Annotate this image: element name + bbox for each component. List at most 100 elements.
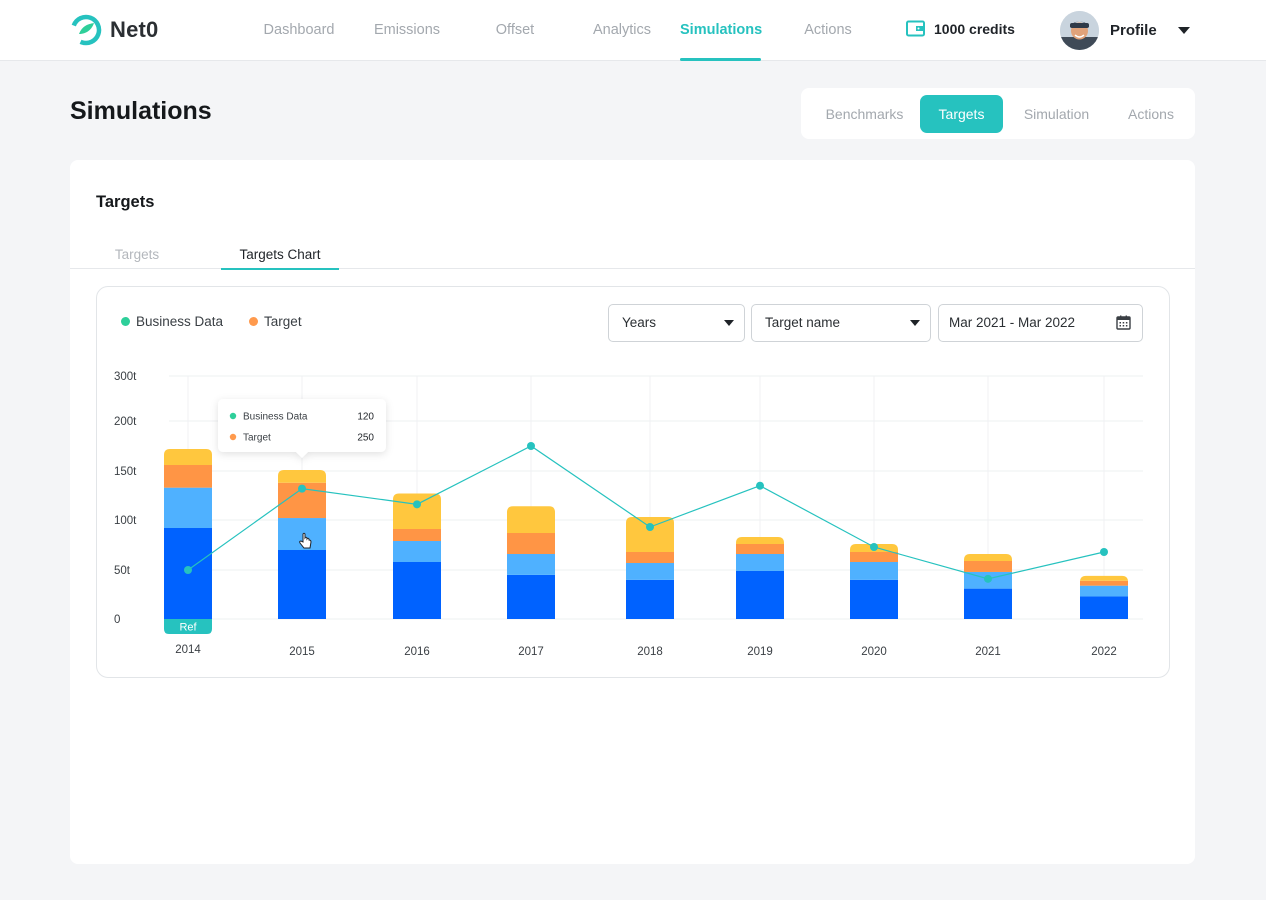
subtab-targets[interactable]: Targets	[114, 247, 160, 262]
line-point-2014[interactable]	[184, 566, 192, 574]
chart-legend: Business Data Target	[121, 314, 302, 329]
legend-dot-target	[249, 317, 259, 326]
line-point-2018[interactable]	[646, 523, 654, 531]
line-point-2016[interactable]	[413, 500, 421, 509]
date-range-picker[interactable]: Mar 2021 - Mar 2022	[938, 304, 1143, 342]
hand-cursor-icon	[299, 532, 312, 549]
tab-simulation[interactable]: Simulation	[1023, 105, 1090, 122]
period-select[interactable]: Years	[608, 304, 745, 342]
tooltip-dot	[229, 433, 237, 441]
bar-2019-segment-3[interactable]	[736, 544, 784, 554]
y-tick-label: 150t	[114, 466, 137, 478]
bar-2018-segment-3[interactable]	[626, 552, 674, 563]
period-select-value: Years	[622, 315, 657, 330]
y-tick-label: 300t	[114, 371, 137, 383]
bar-2018-segment-4[interactable]	[626, 517, 674, 552]
tooltip-value: 250	[357, 433, 374, 444]
chart-tooltip: Business Data 120 Target 250	[218, 399, 386, 458]
card-title: Targets	[96, 193, 155, 211]
main-nav: Dashboard Emissions Offset Analytics Sim…	[244, 0, 881, 61]
line-point-2022[interactable]	[1100, 548, 1108, 556]
nav-item-emissions[interactable]: Emissions	[373, 22, 441, 38]
line-point-2019[interactable]	[756, 481, 764, 490]
line-point-2017[interactable]	[527, 442, 535, 450]
targets-subtabs: Targets Targets Chart	[70, 242, 1195, 270]
bar-2022-segment-3[interactable]	[1080, 580, 1128, 586]
credits-balance[interactable]: 1000 credits	[906, 20, 1015, 37]
nav-item-analytics[interactable]: Analytics	[592, 22, 652, 38]
bar-2022-segment-2[interactable]	[1080, 585, 1128, 597]
bar-2020-segment-3[interactable]	[850, 552, 898, 562]
bar-2018-segment-2[interactable]	[626, 563, 674, 580]
ref-badge-label: Ref	[179, 622, 197, 634]
chevron-down-icon[interactable]	[1178, 27, 1190, 34]
credits-label: 1000 credits	[934, 20, 1015, 37]
chevron-down-icon	[910, 320, 920, 326]
calendar-icon[interactable]	[1116, 315, 1131, 330]
page-title: Simulations	[70, 97, 212, 125]
top-navigation-bar: Net0 Dashboard Emissions Offset Analytic…	[0, 0, 1266, 61]
x-tick-label: 2021	[975, 646, 1001, 658]
date-range-value: Mar 2021 - Mar 2022	[949, 315, 1076, 330]
y-tick-label: 0	[114, 614, 120, 626]
bar-2016-segment-1[interactable]	[393, 562, 441, 619]
bar-2014-segment-3[interactable]	[164, 465, 212, 488]
tab-actions[interactable]: Actions	[1128, 105, 1174, 122]
y-tick-label: 50t	[114, 565, 131, 577]
bar-2020-segment-1[interactable]	[850, 579, 898, 619]
bar-2015-segment-1[interactable]	[278, 550, 326, 619]
line-point-2020[interactable]	[870, 543, 878, 551]
simulation-mode-tabs: Benchmarks Targets Simulation Actions	[801, 88, 1195, 139]
y-tick-label: 200t	[114, 416, 137, 428]
profile-menu[interactable]: Profile	[1060, 11, 1190, 50]
app-name: Net0	[110, 17, 159, 42]
tooltip-label: Target	[243, 433, 271, 444]
line-point-2021[interactable]	[984, 574, 992, 583]
bar-2017-segment-2[interactable]	[507, 554, 555, 575]
x-tick-label: 2014	[175, 644, 201, 656]
bar-2021-segment-3[interactable]	[964, 561, 1012, 572]
legend-item-business-data[interactable]: Business Data	[121, 314, 223, 329]
legend-item-target[interactable]: Target	[249, 314, 302, 329]
target-name-select-value: Target name	[765, 315, 841, 330]
bar-2019-segment-1[interactable]	[736, 570, 784, 619]
line-point-2015[interactable]	[298, 484, 306, 493]
nav-item-dashboard[interactable]: Dashboard	[263, 22, 335, 38]
targets-stacked-bar-chart: 0 50t 100t 150t 200t 300t 2014 2015 2016 2017 201…	[114, 371, 1143, 658]
chevron-down-icon	[724, 320, 734, 326]
bar-2019-segment-4[interactable]	[736, 537, 784, 544]
bar-2022-segment-4[interactable]	[1080, 575, 1128, 582]
tab-benchmarks[interactable]: Benchmarks	[825, 105, 904, 122]
bar-2015-segment-4[interactable]	[278, 470, 326, 483]
bar-2022-segment-1[interactable]	[1080, 596, 1128, 619]
bar-2014-segment-4[interactable]	[164, 449, 212, 465]
tab-targets[interactable]: Targets	[920, 94, 1003, 133]
tooltip-label: Business Data	[243, 412, 308, 423]
x-tick-label: 2020	[861, 646, 887, 658]
bar-2017-segment-4[interactable]	[507, 506, 555, 533]
target-name-select[interactable]: Target name	[751, 304, 931, 342]
x-tick-label: 2019	[747, 646, 773, 658]
bar-2020-segment-2[interactable]	[850, 562, 898, 580]
subtab-targets-chart[interactable]: Targets Chart	[221, 247, 339, 270]
legend-dot-business-data	[121, 317, 130, 326]
x-tick-label: 2016	[404, 646, 430, 658]
bar-2014-segment-2[interactable]	[164, 487, 212, 528]
bar-2017-segment-3[interactable]	[507, 533, 555, 554]
bar-2021-segment-4[interactable]	[964, 554, 1012, 561]
nav-item-offset[interactable]: Offset	[495, 22, 535, 38]
bar-2021-segment-1[interactable]	[964, 588, 1012, 619]
bar-2016-segment-2[interactable]	[393, 541, 441, 562]
bar-2016-segment-4[interactable]	[393, 493, 441, 529]
bar-2017-segment-1[interactable]	[507, 574, 555, 619]
nav-item-actions[interactable]: Actions	[804, 22, 852, 38]
nav-item-simulations[interactable]: Simulations	[680, 0, 762, 61]
legend-label: Target	[264, 314, 302, 329]
avatar	[1060, 11, 1099, 50]
app-logo[interactable]: Net0	[70, 14, 159, 46]
targets-card: Targets Targets Targets Chart Business D…	[70, 160, 1195, 864]
bar-2019-segment-2[interactable]	[736, 554, 784, 571]
wallet-icon	[906, 20, 925, 37]
bar-2018-segment-1[interactable]	[626, 579, 674, 619]
bar-2016-segment-3[interactable]	[393, 529, 441, 541]
